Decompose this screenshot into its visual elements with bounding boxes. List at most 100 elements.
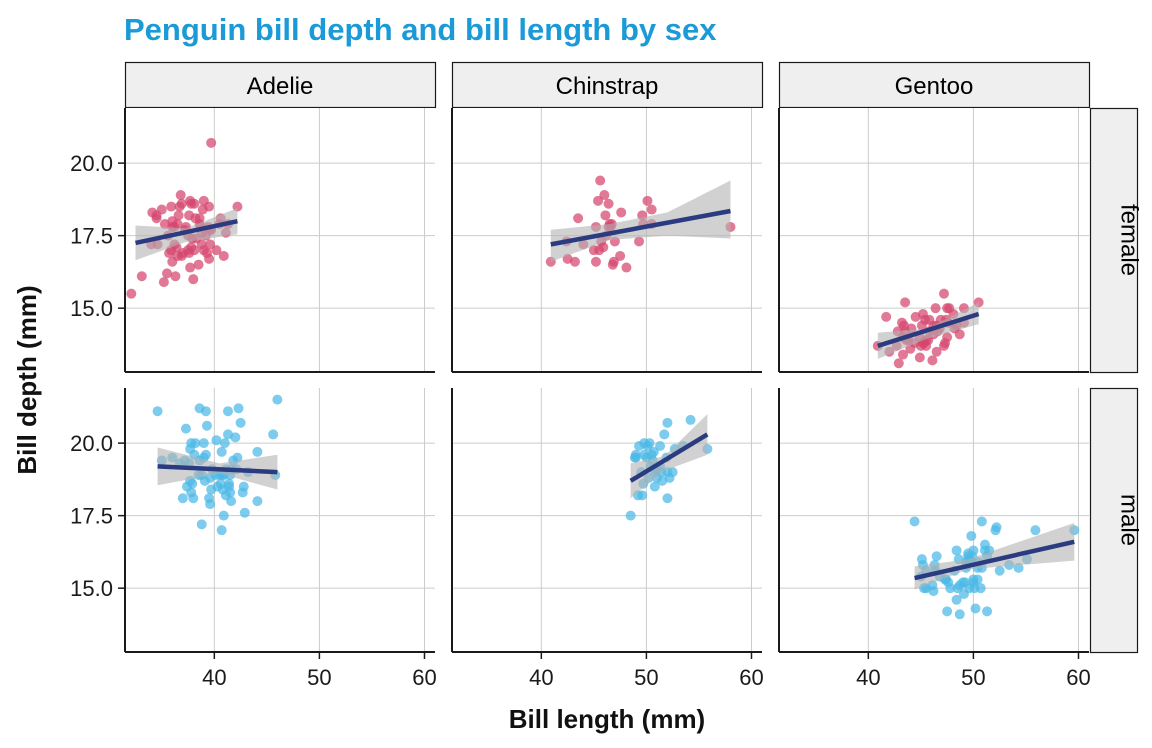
data-point: [972, 574, 983, 585]
data-point: [595, 175, 606, 186]
data-point: [573, 213, 584, 224]
data-point: [970, 603, 981, 614]
x-tick-label: 50: [307, 665, 331, 690]
data-point: [931, 551, 942, 562]
column-strips: Adelie Chinstrap Gentoo: [124, 61, 1091, 109]
data-point: [590, 256, 601, 267]
data-point: [216, 446, 227, 457]
data-point: [230, 432, 241, 443]
data-point: [1030, 525, 1041, 536]
data-point: [662, 417, 673, 428]
data-point: [232, 452, 243, 463]
row-strip-label: male: [1116, 494, 1143, 546]
data-point: [667, 467, 678, 478]
data-point: [569, 256, 580, 267]
data-point: [646, 204, 657, 215]
data-point: [945, 583, 956, 594]
data-point: [252, 446, 263, 457]
panel-background: [452, 388, 762, 652]
x-tick-label: 40: [202, 665, 226, 690]
data-point: [176, 198, 187, 209]
y-tick-label: 17.5: [70, 224, 113, 249]
data-point: [190, 438, 201, 449]
x-axis-title: Bill length (mm): [509, 704, 705, 734]
y-tick-label: 20.0: [70, 151, 113, 176]
data-point: [639, 438, 650, 449]
data-point: [197, 204, 208, 215]
data-point: [272, 394, 283, 405]
x-tick-label: 60: [739, 665, 763, 690]
panel-gentoo-male: [778, 388, 1089, 653]
data-point: [616, 207, 627, 218]
data-point: [928, 586, 939, 597]
data-point: [662, 493, 673, 504]
column-strip-chinstrap: [451, 61, 764, 109]
data-point: [966, 530, 977, 541]
data-point: [938, 288, 949, 299]
data-point: [898, 349, 908, 360]
column-strip-label: Gentoo: [895, 73, 974, 100]
x-tick-label: 60: [1066, 665, 1090, 690]
column-strip-label: Chinstrap: [556, 73, 659, 100]
data-point: [649, 481, 660, 492]
data-point: [184, 210, 195, 221]
data-point: [189, 245, 200, 256]
data-point: [634, 236, 645, 247]
data-point: [608, 256, 619, 267]
column-strip-adelie: [124, 61, 437, 109]
data-point: [201, 420, 212, 431]
data-point: [205, 499, 216, 510]
x-tick-label: 40: [856, 665, 880, 690]
data-point: [188, 274, 199, 285]
data-point: [642, 195, 653, 206]
data-point: [235, 417, 246, 428]
data-point: [170, 271, 181, 282]
data-point: [218, 250, 229, 261]
data-point: [198, 438, 209, 449]
data-point: [648, 446, 659, 457]
data-point: [152, 406, 163, 417]
data-point: [177, 493, 188, 504]
data-point: [166, 201, 177, 212]
data-point: [954, 329, 965, 340]
data-point: [147, 207, 158, 218]
regression-line: [914, 539, 1075, 581]
x-tick-label: 50: [961, 665, 985, 690]
data-point: [226, 496, 237, 507]
data-point: [893, 358, 904, 369]
data-point: [225, 487, 236, 498]
data-point: [238, 481, 249, 492]
data-point: [222, 406, 233, 417]
data-point: [189, 198, 200, 209]
data-point: [600, 210, 611, 221]
data-point: [991, 522, 1002, 533]
data-point: [588, 245, 599, 256]
data-point: [180, 423, 191, 434]
data-point: [204, 253, 215, 264]
panel-background: [779, 388, 1089, 652]
data-point: [927, 355, 938, 366]
data-point: [655, 441, 666, 452]
data-point: [975, 583, 986, 594]
data-point: [931, 346, 942, 357]
data-point: [218, 510, 229, 521]
data-point: [968, 545, 979, 556]
y-tick-label: 15.0: [70, 296, 113, 321]
row-strip-female: [1089, 107, 1139, 374]
regression-line: [135, 218, 238, 246]
data-point: [603, 198, 614, 209]
data-point: [126, 288, 137, 299]
data-point: [219, 438, 230, 449]
y-tick-label: 15.0: [70, 576, 113, 601]
regression-line: [629, 432, 709, 483]
panel-chinstrap-female: [451, 108, 762, 373]
panel-gentoo-female: [778, 108, 1089, 373]
data-point: [982, 606, 993, 617]
data-point: [599, 190, 610, 201]
data-point: [186, 487, 197, 498]
x-axis-ticks: 40 50 60 40 50 60 40 50 60: [202, 652, 1091, 690]
data-point: [914, 352, 925, 363]
facet-panels: [124, 108, 1089, 653]
data-point: [942, 332, 953, 343]
y-axis-ticks: 15.0 17.5 20.0 15.0 17.5 20.0: [70, 151, 125, 601]
